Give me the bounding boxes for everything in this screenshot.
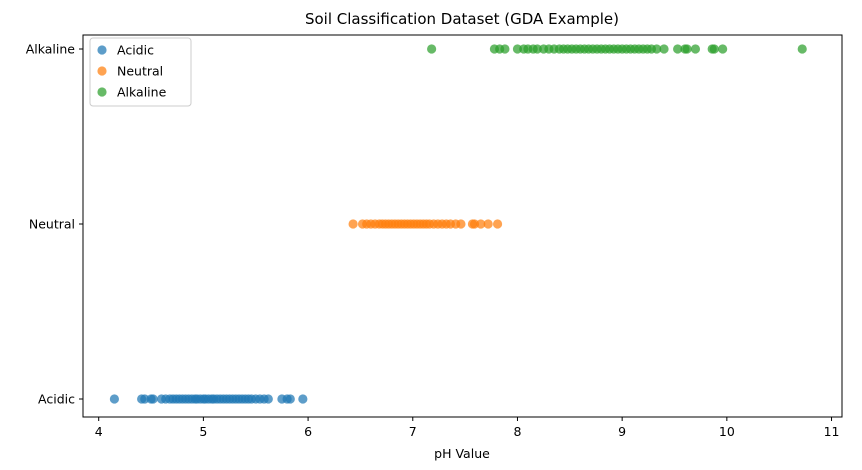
data-point bbox=[456, 219, 466, 229]
x-axis: 4 5 6 7 8 9 10 11 bbox=[95, 417, 840, 439]
legend-item: Alkaline bbox=[97, 85, 167, 100]
chart-title: Soil Classification Dataset (GDA Example… bbox=[305, 10, 619, 28]
x-tick-label: 10 bbox=[719, 424, 735, 439]
data-point bbox=[797, 44, 807, 54]
legend: Acidic Neutral Alkaline bbox=[89, 37, 192, 107]
data-point bbox=[682, 44, 692, 54]
series-neutral bbox=[348, 219, 503, 229]
legend-marker bbox=[97, 45, 107, 55]
x-tick-label: 5 bbox=[199, 424, 207, 439]
data-point bbox=[483, 219, 493, 229]
x-tick-label: 7 bbox=[409, 424, 417, 439]
y-tick-label: Alkaline bbox=[26, 42, 76, 57]
x-tick-label: 8 bbox=[513, 424, 521, 439]
data-point bbox=[690, 44, 701, 54]
data-point bbox=[500, 44, 510, 54]
data-point bbox=[709, 44, 719, 54]
x-tick-label: 9 bbox=[618, 424, 626, 439]
data-point bbox=[718, 44, 728, 54]
legend-item: Neutral bbox=[97, 64, 163, 79]
data-point bbox=[492, 219, 503, 229]
data-point bbox=[285, 394, 295, 404]
plot-frame bbox=[82, 34, 843, 418]
x-axis-label: pH Value bbox=[434, 446, 490, 461]
legend-label: Neutral bbox=[117, 64, 163, 79]
data-point bbox=[673, 44, 683, 54]
legend-box bbox=[89, 37, 192, 107]
data-point bbox=[298, 394, 308, 404]
series-alkaline bbox=[427, 44, 807, 54]
data-point bbox=[476, 219, 486, 229]
data-points bbox=[109, 44, 807, 404]
y-tick-label: Neutral bbox=[29, 217, 75, 232]
series-acidic bbox=[109, 394, 308, 404]
data-point bbox=[109, 394, 120, 404]
data-point bbox=[659, 44, 669, 54]
legend-marker bbox=[97, 66, 107, 76]
data-point bbox=[263, 394, 273, 404]
y-tick-label: Acidic bbox=[38, 392, 75, 407]
x-tick-label: 11 bbox=[824, 424, 840, 439]
legend-marker bbox=[97, 87, 107, 97]
legend-label: Acidic bbox=[117, 43, 154, 58]
x-tick-label: 4 bbox=[95, 424, 103, 439]
legend-item: Acidic bbox=[97, 43, 154, 58]
y-axis: Acidic Neutral Alkaline bbox=[26, 42, 83, 407]
data-point bbox=[148, 394, 158, 404]
data-point bbox=[348, 219, 358, 229]
data-point bbox=[427, 44, 437, 54]
data-point bbox=[652, 44, 662, 54]
x-tick-label: 6 bbox=[304, 424, 312, 439]
legend-label: Alkaline bbox=[117, 85, 167, 100]
